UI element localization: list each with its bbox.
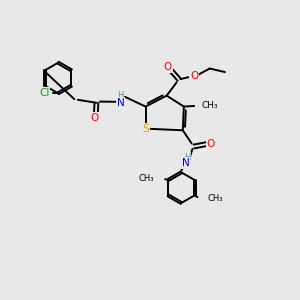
- Text: CH₃: CH₃: [139, 174, 154, 183]
- Text: N: N: [182, 158, 190, 168]
- Text: N: N: [117, 98, 124, 108]
- Text: O: O: [164, 62, 172, 72]
- Text: H: H: [117, 91, 124, 100]
- Text: CH₃: CH₃: [202, 101, 218, 110]
- Text: O: O: [190, 71, 198, 81]
- Text: H: H: [184, 153, 190, 162]
- Text: CH₃: CH₃: [207, 194, 223, 203]
- Text: O: O: [207, 139, 215, 148]
- Text: S: S: [142, 124, 149, 134]
- Text: Cl: Cl: [39, 88, 50, 98]
- Text: O: O: [91, 113, 99, 123]
